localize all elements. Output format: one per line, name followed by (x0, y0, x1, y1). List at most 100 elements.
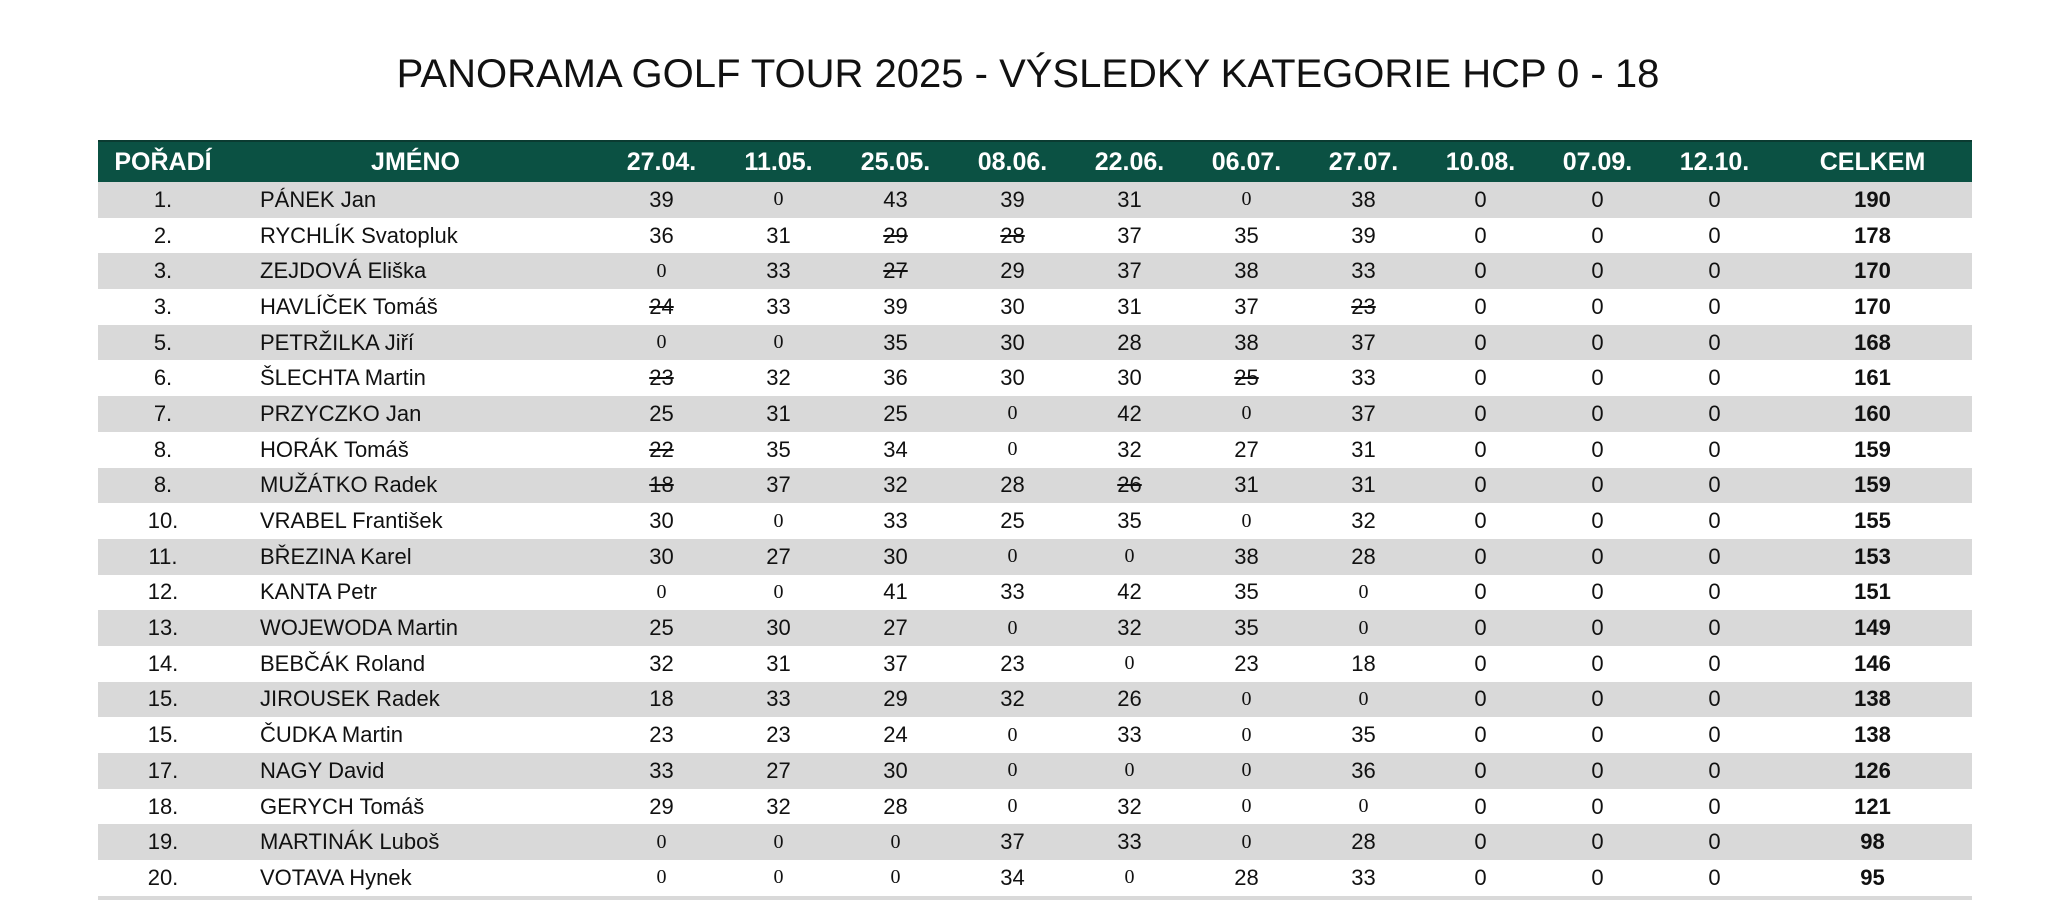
score-cell: 38 (1188, 538, 1305, 575)
player-name-cell: VRABEL František (228, 503, 603, 539)
score-cell: 34 (954, 860, 1071, 900)
score-cell: 0 (1539, 717, 1656, 753)
score-cell: 0 (1422, 645, 1539, 682)
score-cell: 0 (1656, 824, 1773, 861)
total-cell: 151 (1773, 574, 1972, 611)
score-cell: 30 (954, 360, 1071, 397)
player-name-cell: GERYCH Tomáš (228, 788, 603, 825)
total-cell: 160 (1773, 396, 1972, 432)
score-cell: 23 (720, 717, 837, 753)
score-cell: 0 (1539, 824, 1656, 861)
player-name-cell: PRZYCZKO Jan (228, 396, 603, 432)
player-name-cell: VOTAVA Hynek (228, 860, 603, 900)
table-row: 1. PÁNEK Jan 39 0 43 39 31 0 38 0 0 0 190 (98, 182, 1972, 218)
score-cell: 0 (1188, 753, 1305, 789)
score-cell: 37 (954, 824, 1071, 861)
score-cell: 0 (837, 824, 954, 861)
score-cell: 0 (1422, 324, 1539, 361)
score-cell: 37 (1188, 289, 1305, 325)
rank-cell: 8. (98, 431, 228, 468)
score-cell: 37 (837, 645, 954, 682)
table-row: 2. RYCHLÍK Svatopluk 36 31 29 28 37 35 39 0 0 0 178 (98, 217, 1972, 254)
score-cell: 37 (1305, 396, 1422, 432)
score-cell: 0 (1422, 753, 1539, 789)
score-cell: 39 (954, 182, 1071, 218)
table-row: 8. HORÁK Tomáš 22 35 34 0 32 27 31 0 0 0 159 (98, 431, 1972, 468)
score-cell: 38 (1188, 324, 1305, 361)
score-cell: 0 (1539, 503, 1656, 539)
struck-score-cell: 26 (1071, 467, 1188, 504)
total-cell: 149 (1773, 610, 1972, 646)
score-cell: 30 (720, 610, 837, 646)
score-cell: 0 (1071, 645, 1188, 682)
score-cell: 0 (954, 431, 1071, 468)
score-cell: 30 (603, 503, 720, 539)
score-cell: 32 (720, 788, 837, 825)
header-date-7: 27.07. (1305, 140, 1422, 182)
score-cell: 0 (1656, 753, 1773, 789)
total-cell: 153 (1773, 538, 1972, 575)
score-cell: 0 (1422, 610, 1539, 646)
score-cell: 30 (954, 324, 1071, 361)
header-date-6: 06.07. (1188, 140, 1305, 182)
total-cell: 159 (1773, 431, 1972, 468)
score-cell: 0 (1539, 645, 1656, 682)
score-cell: 35 (1188, 610, 1305, 646)
total-cell: 170 (1773, 253, 1972, 290)
score-cell: 42 (1071, 574, 1188, 611)
player-name-cell: RYCHLÍK Svatopluk (228, 217, 603, 254)
score-cell: 0 (603, 860, 720, 900)
score-cell: 30 (603, 538, 720, 575)
score-cell: 0 (1188, 182, 1305, 218)
score-cell: 0 (1422, 396, 1539, 432)
player-name-cell: JIROUSEK Radek (228, 681, 603, 718)
struck-score-cell: 29 (837, 217, 954, 254)
score-cell: 0 (603, 253, 720, 290)
rank-cell: 10. (98, 503, 228, 539)
struck-score-cell: 24 (603, 289, 720, 325)
rank-cell: 3. (98, 253, 228, 290)
score-cell: 27 (720, 538, 837, 575)
score-cell: 0 (1656, 538, 1773, 575)
player-name-cell: PETRŽILKA Jiří (228, 324, 603, 361)
results-table: POŘADÍ JMÉNO 27.04. 11.05. 25.05. 08.06.… (98, 140, 1972, 900)
struck-score-cell: 22 (603, 431, 720, 468)
score-cell: 33 (954, 574, 1071, 611)
score-cell: 0 (603, 324, 720, 361)
score-cell: 27 (837, 610, 954, 646)
total-cell: 178 (1773, 217, 1972, 254)
score-cell: 31 (720, 645, 837, 682)
rank-cell: 2. (98, 217, 228, 254)
score-cell: 29 (954, 253, 1071, 290)
header-row: POŘADÍ JMÉNO 27.04. 11.05. 25.05. 08.06.… (98, 140, 1972, 182)
score-cell: 0 (1656, 467, 1773, 504)
score-cell: 32 (837, 467, 954, 504)
score-cell: 33 (1305, 360, 1422, 397)
header-date-2: 11.05. (720, 140, 837, 182)
score-cell: 0 (603, 824, 720, 861)
rank-cell: 1. (98, 182, 228, 218)
header-date-5: 22.06. (1071, 140, 1188, 182)
score-cell: 0 (1539, 681, 1656, 718)
score-cell: 26 (1071, 681, 1188, 718)
score-cell: 0 (1188, 717, 1305, 753)
score-cell: 38 (1188, 253, 1305, 290)
score-cell: 0 (1656, 788, 1773, 825)
struck-score-cell: 25 (1188, 360, 1305, 397)
table-row: 19. MARTINÁK Luboš 0 0 0 37 33 0 28 0 0 0 98 (98, 824, 1972, 861)
player-name-cell: ŠLECHTA Martin (228, 360, 603, 397)
score-cell: 35 (1071, 503, 1188, 539)
score-cell: 33 (720, 289, 837, 325)
score-cell: 41 (837, 574, 954, 611)
score-cell: 23 (954, 645, 1071, 682)
player-name-cell: KANTA Petr (228, 574, 603, 611)
score-cell: 0 (837, 860, 954, 900)
score-cell: 18 (603, 681, 720, 718)
score-cell: 23 (603, 717, 720, 753)
score-cell: 31 (1071, 289, 1188, 325)
score-cell: 0 (1188, 824, 1305, 861)
score-cell: 30 (837, 753, 954, 789)
header-rank: POŘADÍ (98, 140, 228, 182)
table-row: 7. PRZYCZKO Jan 25 31 25 0 42 0 37 0 0 0 160 (98, 396, 1972, 432)
rank-cell: 11. (98, 538, 228, 575)
